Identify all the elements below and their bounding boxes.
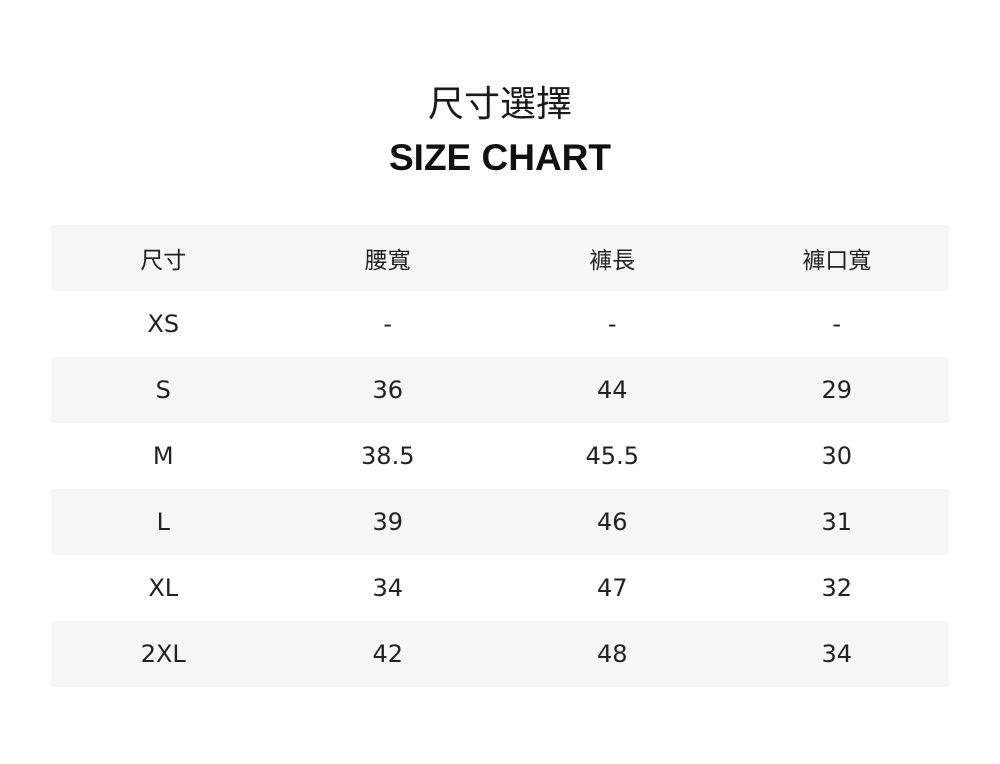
size-chart-table: 尺寸 腰寬 褲長 褲口寬 XS - - - S 36 44 29 M 38.5 45.5 30 L 39 4… — [51, 225, 949, 687]
table-cell: 34 — [372, 574, 404, 602]
page-title-english: SIZE CHART — [389, 137, 611, 178]
header-pants-length: 褲長 — [589, 248, 636, 274]
table-cell: - — [607, 310, 617, 338]
table-cell: 42 — [372, 640, 404, 668]
table-row: S 36 44 29 — [51, 357, 949, 423]
table-cell: 30 — [821, 442, 853, 470]
table-cell: XS — [147, 310, 180, 338]
table-cell: - — [383, 310, 393, 338]
table-cell: 36 — [372, 376, 404, 404]
table-row: L 39 46 31 — [51, 489, 949, 555]
table-row: 2XL 42 48 34 — [51, 621, 949, 687]
table-cell: 2XL — [140, 640, 186, 668]
table-cell: 46 — [596, 508, 628, 536]
header-hem-width: 褲口寬 — [802, 248, 872, 274]
table-cell: L — [156, 508, 170, 536]
table-cell: M — [152, 442, 174, 470]
table-cell: 39 — [372, 508, 404, 536]
table-cell: 44 — [596, 376, 628, 404]
table-cell: 38.5 — [361, 442, 415, 470]
table-row: XL 34 47 32 — [51, 555, 949, 621]
page-title-chinese: 尺寸選擇 — [427, 84, 572, 125]
table-cell: S — [155, 376, 171, 404]
table-header-row: 尺寸 腰寬 褲長 褲口寬 — [51, 225, 949, 291]
table-cell: 32 — [821, 574, 853, 602]
table-row: XS - - - — [51, 291, 949, 357]
table-cell: 48 — [596, 640, 628, 668]
table-cell: 45.5 — [585, 442, 639, 470]
table-cell: 34 — [821, 640, 853, 668]
header-waist-width: 腰寬 — [364, 248, 411, 274]
table-cell: - — [832, 310, 842, 338]
table-cell: XL — [148, 574, 179, 602]
header-size: 尺寸 — [140, 248, 187, 274]
table-cell: 29 — [821, 376, 853, 404]
table-row: M 38.5 45.5 30 — [51, 423, 949, 489]
table-cell: 31 — [821, 508, 853, 536]
table-cell: 47 — [596, 574, 628, 602]
